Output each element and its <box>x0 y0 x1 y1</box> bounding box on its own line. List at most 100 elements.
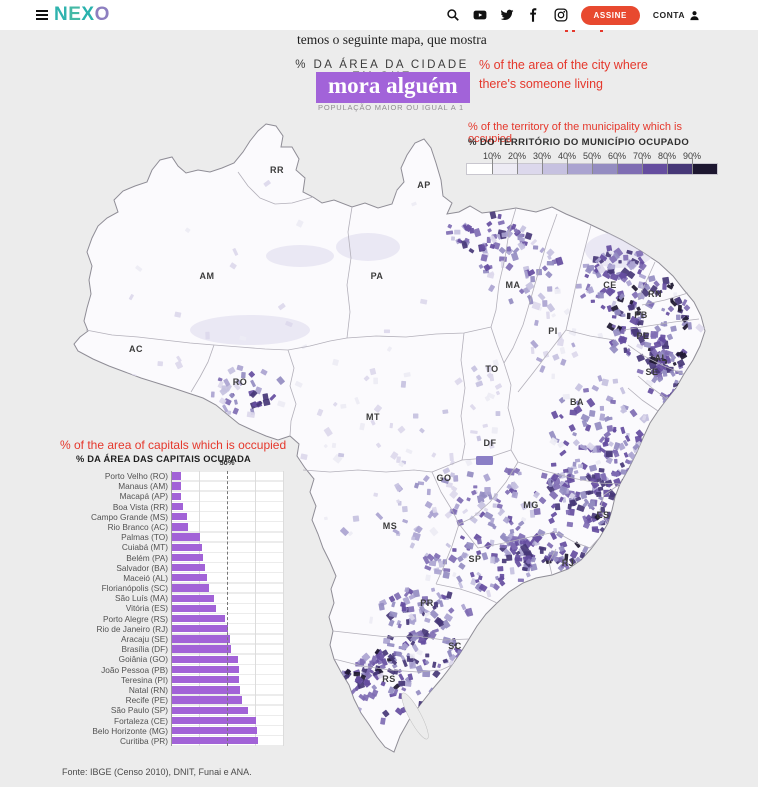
legend-tick-label: 80% <box>657 151 676 161</box>
logo-letter: O <box>94 4 110 25</box>
capital-bar <box>171 645 232 653</box>
state-label-pr: PR <box>420 598 434 608</box>
capital-bar <box>171 686 241 694</box>
conta-label: CONTA <box>652 10 685 20</box>
capital-bar <box>171 482 182 490</box>
state-label-rn: RN <box>648 289 662 299</box>
capital-label: Natal (RN) <box>128 684 168 695</box>
capital-label: Belo Horizonte (MG) <box>92 725 168 736</box>
state-label-pi: PI <box>548 326 558 336</box>
instagram-icon[interactable] <box>554 8 568 22</box>
state-label-rr: RR <box>270 165 284 175</box>
annotation-capitals: % of the area of capitals which is occup… <box>60 438 287 452</box>
capital-bar <box>171 604 216 613</box>
map-title-highlight: mora alguém <box>316 72 470 103</box>
state-label-ce: CE <box>603 280 617 290</box>
capital-label: Cuiabá (MT) <box>121 542 168 553</box>
capital-label: São Luís (MA) <box>114 593 168 604</box>
state-label-al: AL <box>655 353 668 363</box>
state-label-se: SE <box>645 367 658 377</box>
capital-label: Belém (PA) <box>126 552 168 563</box>
chart-axis <box>171 471 172 747</box>
lagoa-dos-patos <box>401 692 429 740</box>
state-label-sc: SC <box>448 641 462 651</box>
gridline <box>255 471 256 747</box>
gridline <box>283 471 284 747</box>
capital-label: Maceió (AL) <box>123 572 168 583</box>
state-label-ap: AP <box>417 180 431 190</box>
legend-tick-mark <box>667 158 668 174</box>
capital-bar <box>171 696 242 704</box>
capital-bar <box>171 614 225 623</box>
capital-label: Recife (PE) <box>125 695 168 706</box>
capital-bar <box>171 706 249 714</box>
state-label-df: DF <box>484 438 497 448</box>
state-label-go: GO <box>436 473 451 483</box>
capital-bar <box>171 574 207 582</box>
annotation-city: % of the area of the city where there's … <box>479 58 648 91</box>
capital-bar <box>171 563 205 572</box>
state-label-sp: SP <box>468 554 481 564</box>
state-label-rs: RS <box>382 674 396 684</box>
clipped-annotation-fragment <box>563 30 605 33</box>
capital-bar <box>171 655 239 663</box>
legend-tick-mark <box>642 158 643 174</box>
legend-tick-label: 10% <box>482 151 501 161</box>
twitter-icon[interactable] <box>500 8 514 22</box>
legend-tick-mark <box>567 158 568 174</box>
legend-tick-label: 40% <box>557 151 576 161</box>
capital-label: Salvador (BA) <box>116 562 168 573</box>
brazil-choropleth-map: RR AP AM PA MA CE RN PB PE AL SE PI AC TO RO BA MT DF GO MS… <box>73 123 706 753</box>
nexo-logo[interactable]: NEXO <box>54 5 110 25</box>
logo-letter: E <box>68 4 82 25</box>
legend-tick-label: 30% <box>532 151 551 161</box>
capital-label: Aracaju (SE) <box>120 634 168 644</box>
menu-icon[interactable] <box>36 10 48 20</box>
logo-letter: N <box>54 4 69 25</box>
facebook-icon[interactable] <box>527 8 541 22</box>
capital-label: Manaus (AM) <box>118 481 168 492</box>
legend-tick-label: 90% <box>682 151 701 161</box>
capital-label: João Pessoa (PB) <box>101 664 168 675</box>
capital-label: Porto Velho (RO) <box>104 471 168 481</box>
article-graphic-area: RR AP AM PA MA CE RN PB PE AL SE PI AC TO RO BA MT DF GO MS… <box>0 30 758 787</box>
search-icon[interactable] <box>446 8 460 22</box>
state-label-pa: PA <box>371 271 384 281</box>
capital-bar <box>171 533 201 541</box>
capital-bar <box>171 543 203 551</box>
map-title-subtitle: POPULAÇÃO MAIOR OU IGUAL A 1 <box>318 103 464 112</box>
capital-label: Porto Alegre (RS) <box>102 613 168 624</box>
capital-label: Florianópolis (SC) <box>101 583 168 594</box>
chart-title: % DA ÁREA DAS CAPITAIS OCUPADA <box>76 454 251 464</box>
capital-bar <box>171 523 188 531</box>
logo-letter: X <box>81 4 95 25</box>
conta-link[interactable]: CONTA <box>653 10 700 21</box>
capital-label: Fortaleza (CE) <box>114 715 168 726</box>
lead-text: temos o seguinte mapa, que mostra <box>297 32 487 47</box>
capital-bar <box>171 676 240 684</box>
site-header: NEXO ASSINE CONTA <box>0 0 758 30</box>
capital-label: Curitiba (PR) <box>120 735 168 746</box>
legend-tick-mark <box>617 158 618 174</box>
legend-tick-label: 60% <box>607 151 626 161</box>
capital-label: Teresina (PI) <box>120 674 168 685</box>
capital-label: São Paulo (SP) <box>110 705 168 716</box>
assine-button[interactable]: ASSINE <box>580 5 640 25</box>
fifty-percent-label: 50% <box>219 458 235 467</box>
capital-bar <box>171 726 258 735</box>
youtube-icon[interactable] <box>473 8 487 22</box>
capital-label: Macapá (AP) <box>119 491 168 502</box>
user-icon <box>690 10 699 20</box>
legend-tick-label: 70% <box>632 151 651 161</box>
state-label-ac: AC <box>129 344 143 354</box>
capital-label: Palmas (TO) <box>121 532 168 543</box>
state-label-ba: BA <box>570 397 584 407</box>
capital-bar <box>171 472 182 480</box>
capital-bar <box>171 737 259 745</box>
capital-label: Rio de Janeiro (RJ) <box>96 623 168 634</box>
legend-tick-mark <box>492 158 493 174</box>
capital-bar <box>171 513 187 521</box>
capital-bar <box>171 492 182 500</box>
state-label-mt: MT <box>366 412 380 422</box>
capital-bar <box>171 553 204 562</box>
